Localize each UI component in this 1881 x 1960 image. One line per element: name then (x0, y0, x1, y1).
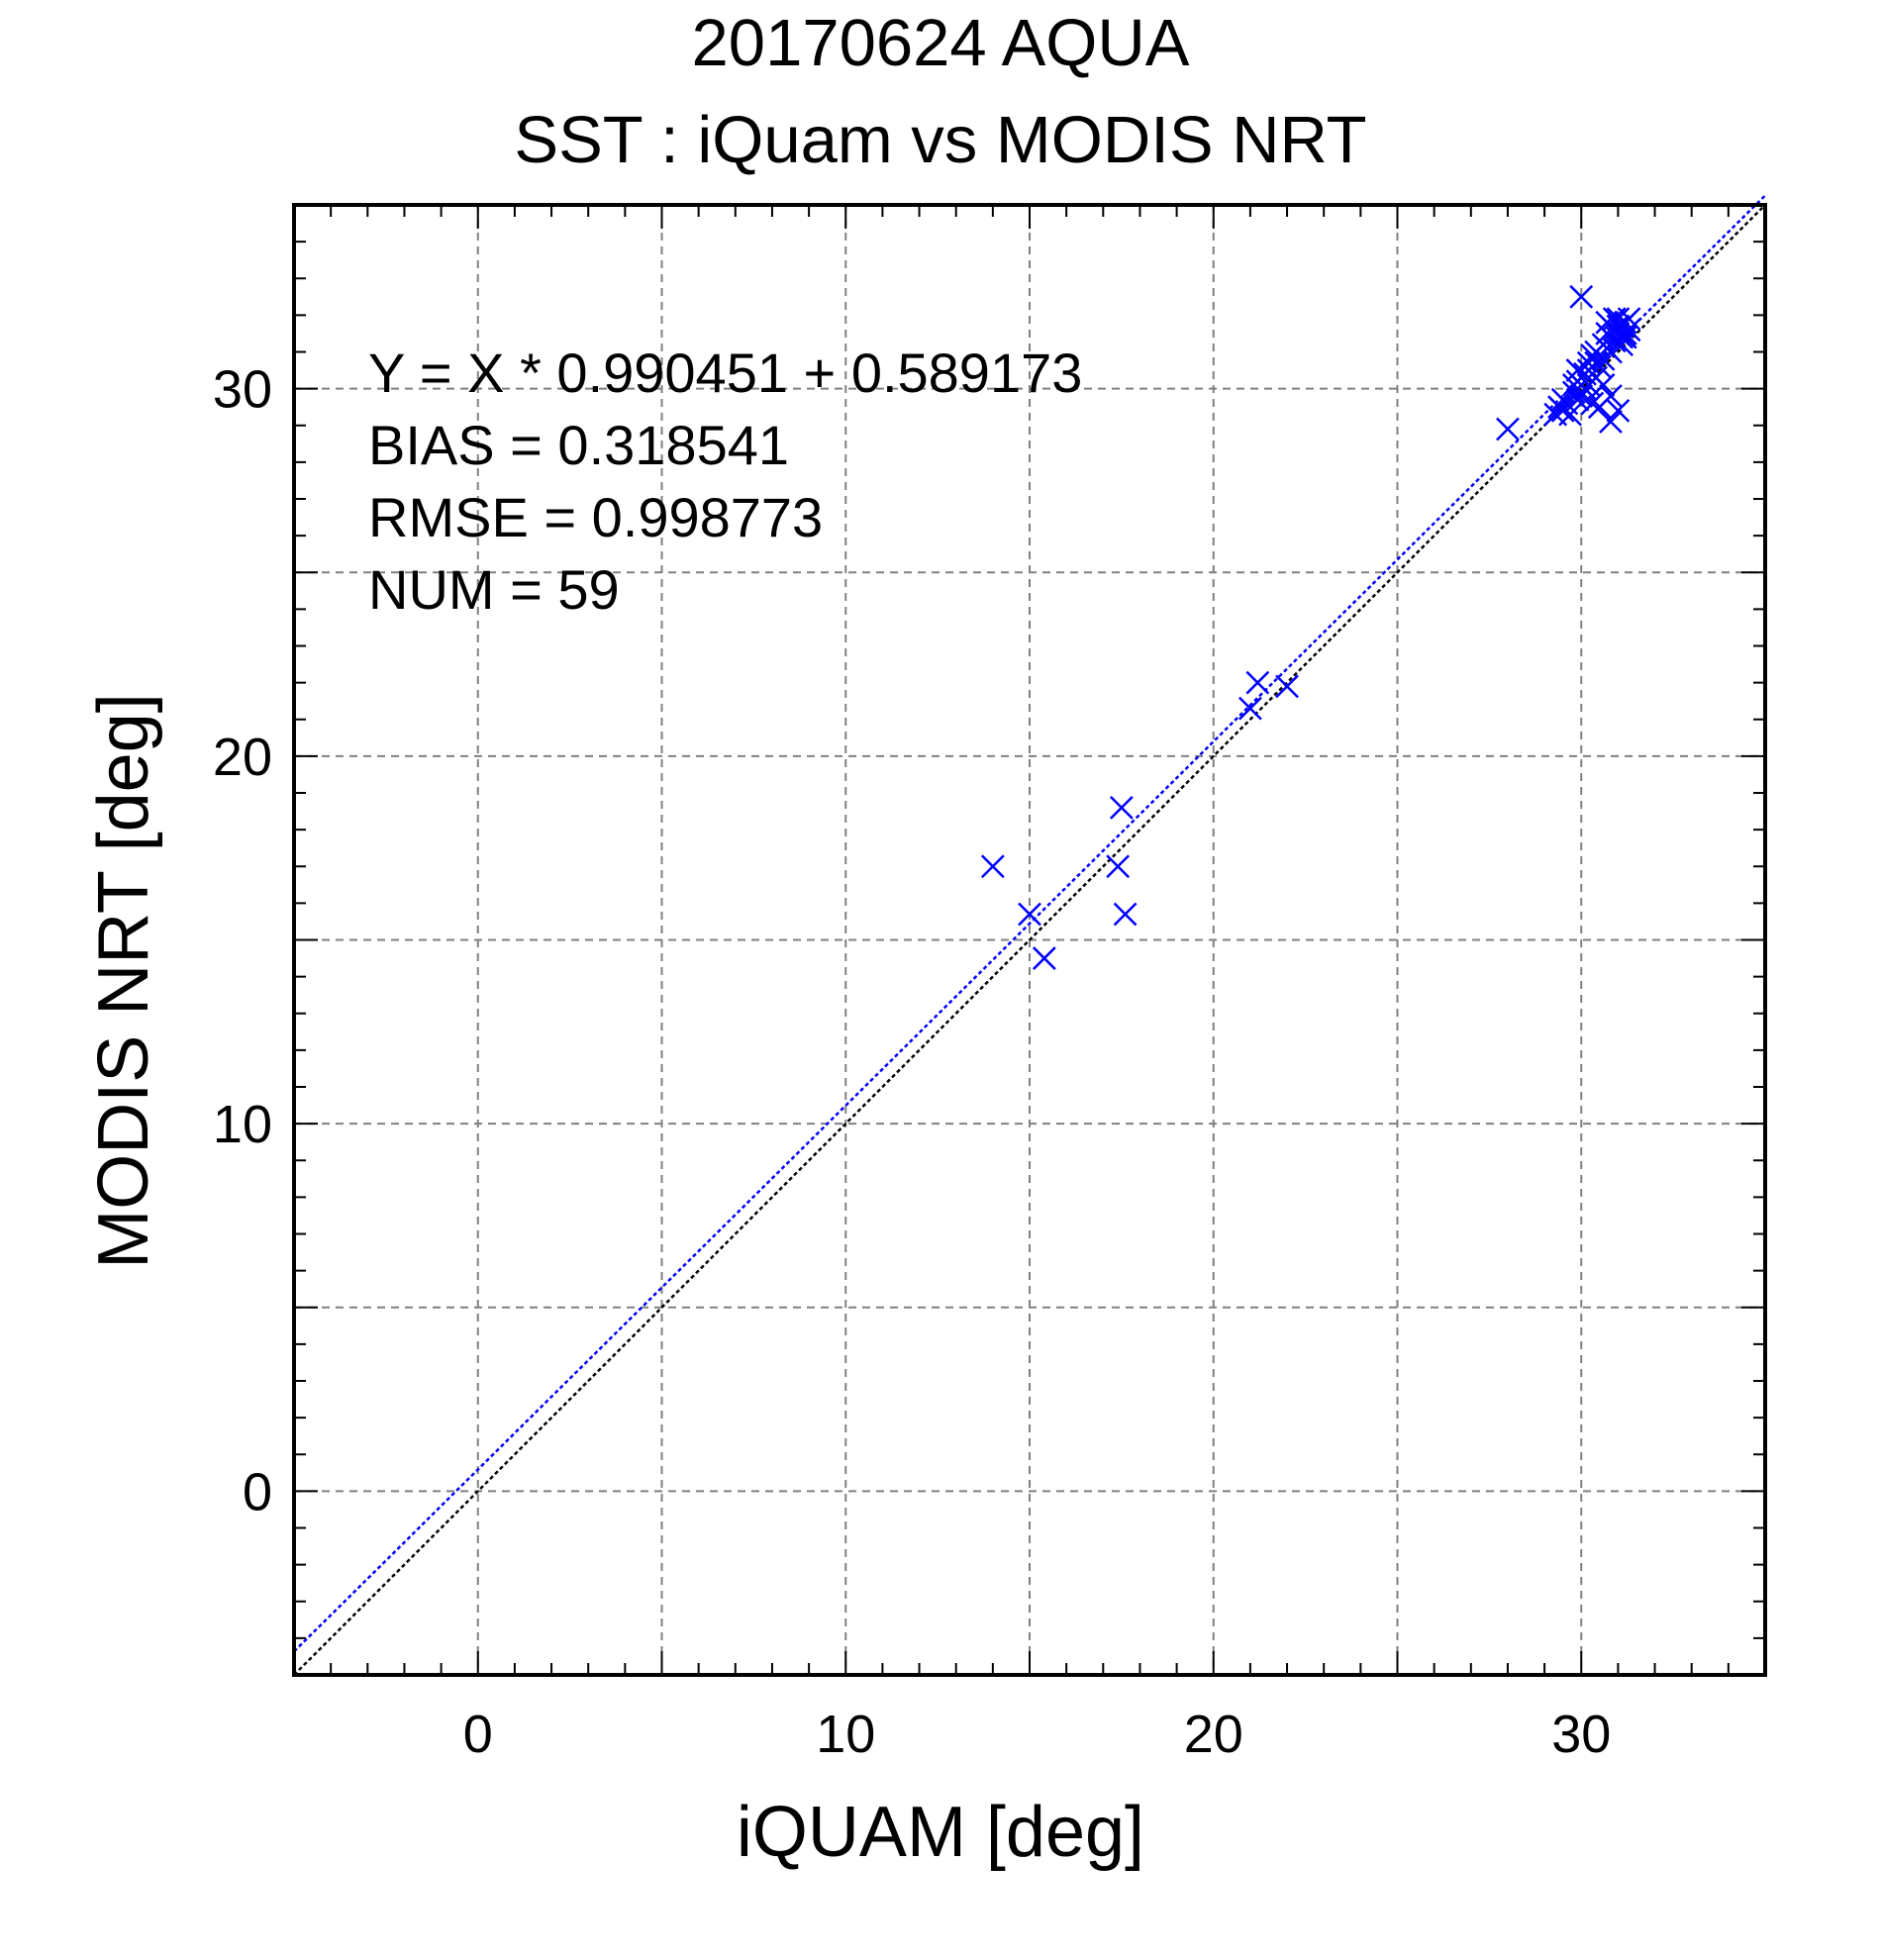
reference-lines (293, 194, 1766, 1676)
x-tick-label: 30 (1551, 1705, 1611, 1764)
data-point (1584, 350, 1608, 375)
data-point (1018, 902, 1041, 927)
y-tick-label: 20 (213, 728, 272, 787)
x-axis-label: iQUAM [deg] (736, 1793, 1145, 1872)
y-tick-label: 10 (213, 1095, 272, 1154)
data-point (1496, 417, 1520, 441)
data-point (1561, 373, 1586, 397)
data-point (1602, 307, 1627, 331)
data-point (1245, 670, 1270, 695)
data-point (1613, 325, 1637, 349)
data-point (1569, 284, 1594, 309)
data-point (1113, 902, 1138, 927)
data-point (1550, 399, 1575, 423)
bias-value: BIAS = 0.318541 (368, 414, 790, 476)
num-value: NUM = 59 (368, 558, 620, 621)
data-point (1599, 410, 1623, 434)
data-point (1558, 402, 1582, 427)
x-tick-label: 0 (463, 1705, 493, 1764)
data-point (1606, 314, 1631, 339)
data-point (1106, 854, 1131, 879)
y-axis-label: MODIS NRT [deg] (84, 693, 163, 1269)
data-points (980, 284, 1641, 970)
plot-frame (292, 203, 1767, 1677)
y-tick-label: 0 (243, 1462, 272, 1521)
chart-title-line-2: SST : iQuam vs MODIS NRT (514, 103, 1367, 177)
data-point (1032, 946, 1056, 970)
data-point (1606, 399, 1631, 423)
fit-line (293, 194, 1766, 1653)
data-point (1275, 674, 1299, 699)
identity-line (293, 204, 1766, 1676)
data-point (1580, 391, 1605, 416)
data-point (980, 854, 1005, 879)
y-tick-labels: 0 10 20 30 (213, 360, 272, 1522)
regression-equation: Y = X * 0.990451 + 0.589173 (368, 342, 1083, 404)
chart-title-line-1: 20170624 AQUA (691, 6, 1190, 80)
x-tick-label: 10 (816, 1705, 875, 1764)
rmse-value: RMSE = 0.998773 (368, 486, 824, 548)
regression-stats: Y = X * 0.990451 + 0.589173 BIAS = 0.318… (368, 337, 1082, 626)
data-point (1599, 384, 1623, 408)
x-tick-labels: 0 10 20 30 (463, 1705, 1612, 1764)
data-point (1595, 336, 1620, 360)
data-point (1109, 795, 1134, 820)
x-tick-label: 20 (1184, 1705, 1243, 1764)
y-tick-label: 30 (213, 360, 272, 420)
data-point (1238, 696, 1262, 721)
data-point (1550, 387, 1575, 412)
